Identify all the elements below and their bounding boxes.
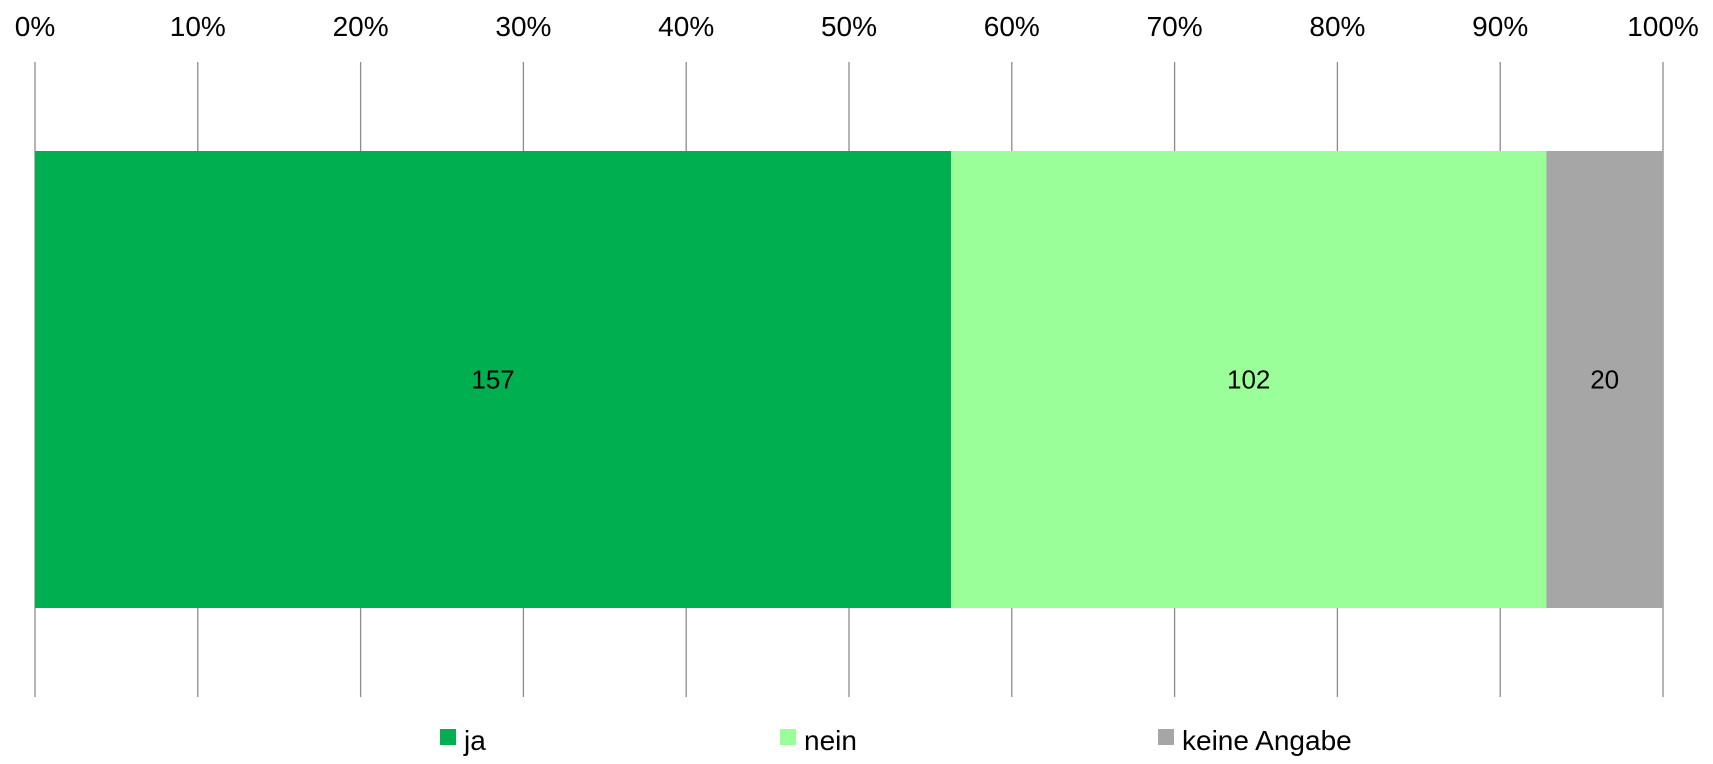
x-tick-label: 90% — [1472, 11, 1528, 42]
x-axis-tick-labels: 0% 10% 20% 30% 40% 50% 60% 70% 80% 90% 100% — [15, 11, 1699, 42]
legend-swatch — [780, 729, 796, 745]
x-tick-label: 60% — [984, 11, 1040, 42]
legend-label: nein — [804, 725, 857, 756]
legend-label: keine Angabe — [1182, 725, 1352, 756]
x-tick-label: 30% — [495, 11, 551, 42]
data-labels: 157 102 20 — [471, 365, 1619, 395]
data-label: 157 — [471, 365, 514, 395]
x-tick-label: 0% — [15, 11, 55, 42]
legend-swatch — [1158, 729, 1174, 745]
x-tick-label: 20% — [333, 11, 389, 42]
bar-segment-keine-angabe — [1546, 151, 1663, 608]
data-label: 102 — [1227, 365, 1270, 395]
data-label: 20 — [1590, 365, 1619, 395]
x-tick-label: 100% — [1627, 11, 1699, 42]
x-tick-label: 80% — [1309, 11, 1365, 42]
bar-segment-nein — [951, 151, 1547, 608]
x-tick-label: 50% — [821, 11, 877, 42]
bar-segments — [35, 151, 1663, 608]
x-tick-label: 40% — [658, 11, 714, 42]
legend-swatch — [440, 729, 456, 745]
legend: ja nein keine Angabe — [440, 725, 1352, 756]
legend-label: ja — [463, 725, 486, 756]
x-tick-label: 70% — [1147, 11, 1203, 42]
bar-segment-ja — [35, 151, 952, 608]
x-tick-label: 10% — [170, 11, 226, 42]
